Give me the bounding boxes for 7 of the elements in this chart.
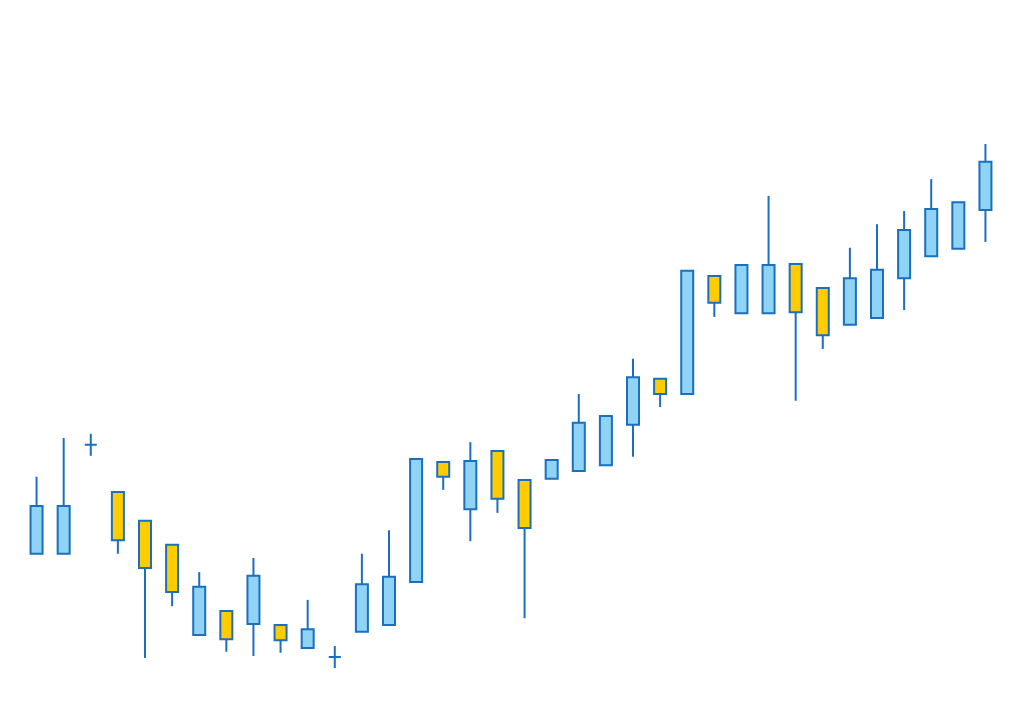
- candlestick: [327, 644, 342, 669]
- candlestick: [436, 461, 451, 491]
- candlestick: [653, 377, 668, 409]
- candlestick: [83, 432, 98, 457]
- candlestick: [544, 458, 559, 480]
- candlestick: [300, 598, 315, 650]
- candlestick: [273, 624, 288, 654]
